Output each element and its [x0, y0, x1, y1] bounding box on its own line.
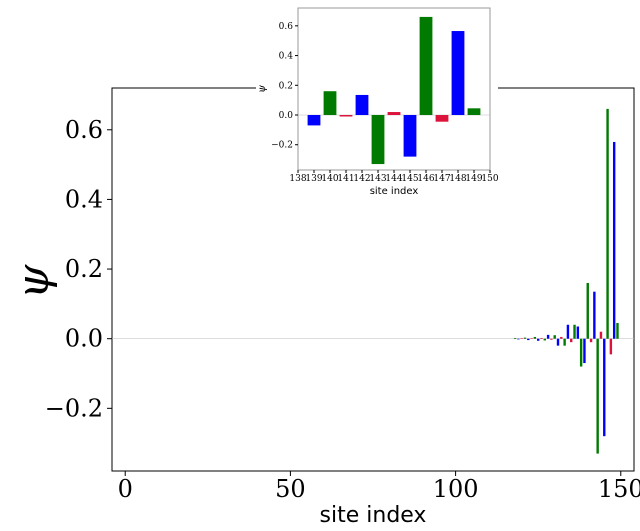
- inset-bar: [323, 91, 337, 116]
- main-x-tick-label: 100: [433, 475, 479, 503]
- inset-y-tick-label: 0.2: [279, 81, 293, 91]
- main-bar: [576, 326, 580, 339]
- inset-bar: [419, 16, 433, 116]
- inset-y-tick-label: 0.4: [279, 52, 294, 62]
- main-bar: [612, 141, 616, 339]
- main-y-tick-label: 0.2: [65, 255, 103, 283]
- main-bar: [583, 338, 586, 364]
- main-x-axis: 0 50 100 150: [118, 471, 640, 503]
- inset-x-tick-label: 148: [449, 174, 466, 184]
- main-bar: [546, 334, 550, 339]
- main-bar: [550, 338, 553, 340]
- inset-bar: [355, 94, 369, 116]
- main-y-tick-label: −0.2: [45, 394, 103, 422]
- main-bar: [606, 108, 609, 339]
- inset-x-tick-label: 150: [481, 174, 498, 184]
- inset-x-tick-label: 138: [289, 174, 306, 184]
- main-bar: [570, 338, 573, 343]
- main-y-tick-label: 0.6: [65, 116, 103, 144]
- inset-x-tick-label: 143: [369, 174, 386, 184]
- main-bar: [589, 338, 593, 343]
- inset-chart: 138139140141142143144145146147148149150 …: [256, 0, 499, 197]
- main-bar: [533, 336, 537, 339]
- main-bar: [609, 338, 613, 355]
- main-bar: [527, 338, 530, 341]
- main-bar: [560, 336, 563, 339]
- main-bar: [603, 338, 606, 437]
- main-bar: [523, 337, 527, 339]
- inset-x-tick-label: 141: [337, 174, 354, 184]
- inset-bar: [403, 115, 417, 157]
- main-bar: [563, 338, 566, 346]
- inset-x-tick-label: 139: [305, 174, 322, 184]
- main-bar: [520, 338, 523, 339]
- main-bar: [517, 338, 520, 340]
- main-bar: [616, 323, 619, 339]
- inset-x-tick-label: 149: [465, 174, 482, 184]
- main-y-tick-label: 0.4: [65, 185, 103, 213]
- main-bar: [593, 291, 596, 339]
- inset-y-tick-label: 0.6: [279, 22, 294, 32]
- inset-bar: [467, 108, 481, 116]
- inset-x-tick-label: 144: [385, 174, 402, 184]
- inset-y-axis-label: ψ: [257, 85, 268, 93]
- main-bars: [112, 108, 634, 454]
- main-bar: [536, 338, 540, 341]
- inset-x-tick-label: 145: [401, 174, 418, 184]
- main-chart: 0 50 100 150 −0.2 0.0 0.2 0.4 0.6 site index ψ: [8, 87, 640, 528]
- inset-x-tick-label: 142: [353, 174, 370, 184]
- main-bar: [513, 337, 517, 339]
- main-bar: [579, 338, 583, 367]
- main-bar: [543, 338, 546, 341]
- inset-x-tick-label: 147: [433, 174, 450, 184]
- inset-bar: [435, 115, 449, 122]
- main-bar: [556, 338, 560, 346]
- main-bar: [540, 337, 543, 339]
- inset-bar: [307, 115, 321, 126]
- inset-x-axis-label: site index: [370, 186, 419, 197]
- inset-bar: [451, 31, 465, 116]
- main-y-axis-label: ψ: [8, 264, 59, 299]
- main-y-tick-label: 0.0: [65, 325, 103, 353]
- main-bar: [530, 338, 533, 339]
- main-x-tick-label: 0: [118, 475, 133, 503]
- main-bar: [599, 331, 603, 339]
- inset-y-tick-label: −0.2: [271, 141, 293, 151]
- inset-x-tick-label: 140: [321, 174, 338, 184]
- inset-bar: [387, 112, 401, 116]
- main-bar: [596, 338, 599, 454]
- main-bar: [586, 282, 589, 339]
- inset-x-tick-label: 146: [417, 174, 434, 184]
- inset-bar: [371, 115, 385, 165]
- main-x-axis-label: site index: [320, 503, 427, 528]
- main-bar: [573, 324, 576, 339]
- main-bar: [553, 335, 556, 339]
- main-x-tick-label: 50: [275, 475, 306, 503]
- inset-bar: [339, 115, 353, 117]
- main-bar: [566, 324, 570, 339]
- inset-bars: [298, 16, 490, 165]
- main-y-axis: −0.2 0.0 0.2 0.4 0.6: [45, 116, 112, 422]
- main-x-tick-label: 150: [598, 475, 640, 503]
- inset-y-axis: −0.2 0.0 0.2 0.4 0.6: [271, 22, 298, 151]
- inset-y-tick-label: 0.0: [279, 111, 294, 121]
